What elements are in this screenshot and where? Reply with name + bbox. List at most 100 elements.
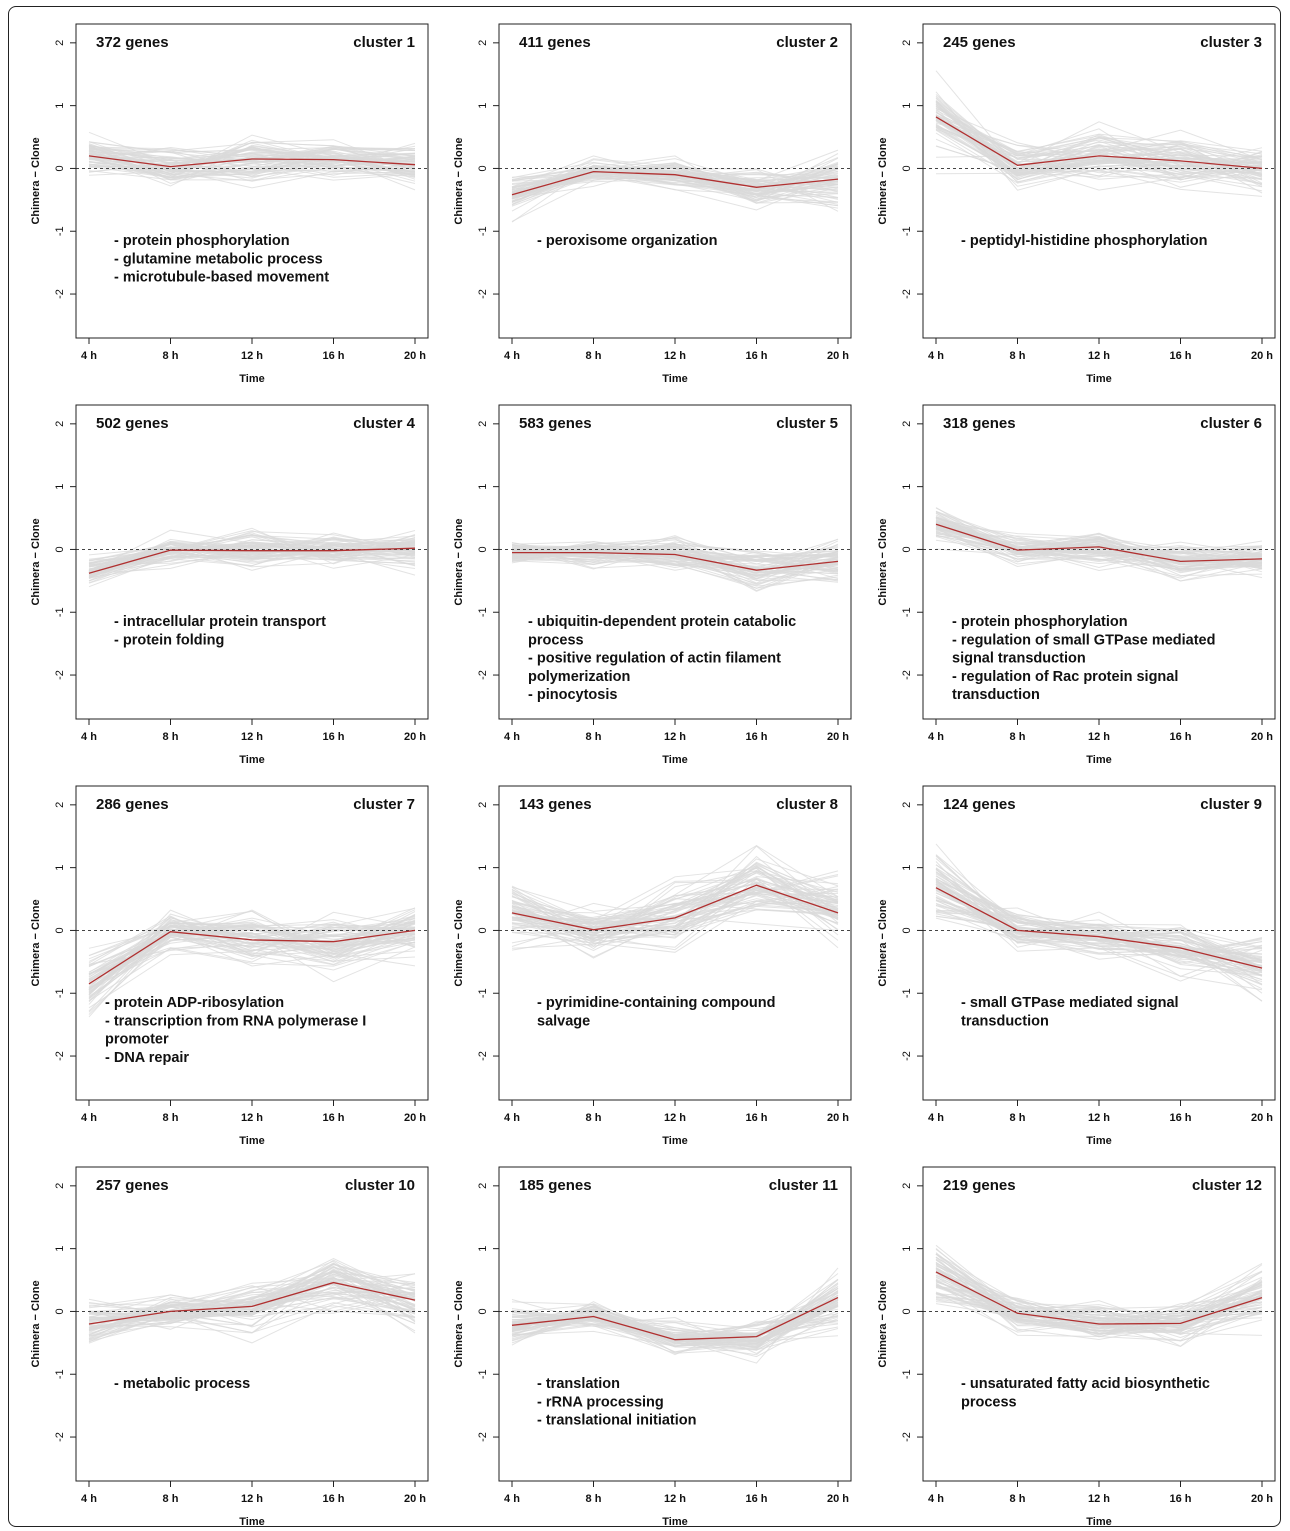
go-term-annotation: - pinocytosis — [528, 687, 617, 703]
panel-cluster-12: -2 -1 0 1 2 Chimera − Clone 4 h 8 h 12 h 16 h 20 h… — [877, 1166, 1276, 1528]
x-tick-label: 16 h — [1169, 350, 1191, 362]
x-tick-label: 12 h — [664, 731, 686, 743]
gene-profile-line — [935, 1283, 1263, 1335]
panel-cluster-7: -2 -1 0 1 2 Chimera − Clone 4 h 8 h 12 h 16 h 20 h… — [30, 785, 429, 1147]
y-tick-label: 0 — [477, 546, 489, 552]
y-tick-label: 1 — [901, 865, 913, 871]
y-tick-label: 0 — [901, 1308, 913, 1314]
x-tick-label: 4 h — [504, 1493, 520, 1505]
cluster-label: cluster 7 — [353, 796, 415, 813]
gene-profile-line — [88, 150, 416, 170]
x-tick-label: 16 h — [745, 1112, 767, 1124]
gene-profile-line — [88, 1293, 416, 1340]
y-tick-label: 2 — [477, 1183, 489, 1189]
x-tick-label: 20 h — [1251, 731, 1273, 743]
go-term-annotation: - regulation of small GTPase mediated — [952, 632, 1215, 648]
panel-cluster-11: -2 -1 0 1 2 Chimera − Clone 4 h 8 h 12 h 16 h 20 h… — [453, 1166, 852, 1528]
gene-count-label: 583 genes — [519, 415, 592, 432]
x-axis-label: Time — [239, 373, 264, 385]
y-tick-label: -2 — [477, 1432, 489, 1442]
panel-cluster-6: -2 -1 0 1 2 Chimera − Clone 4 h 8 h 12 h 16 h 20 h… — [877, 404, 1276, 766]
y-tick-label: 0 — [477, 1308, 489, 1314]
gene-profile-line — [511, 876, 839, 929]
gene-profile-line — [935, 522, 1263, 570]
go-term-annotation: - glutamine metabolic process — [114, 251, 323, 267]
gene-profile-line — [935, 524, 1263, 582]
gene-profile-line — [935, 115, 1263, 163]
gene-count-label: 245 genes — [943, 34, 1016, 51]
y-tick-label: 0 — [901, 546, 913, 552]
x-axis-label: Time — [1086, 1135, 1111, 1147]
gene-profile-line — [88, 1295, 416, 1328]
gene-profile-line — [88, 909, 416, 995]
go-term-annotation: - transcription from RNA polymerase I — [105, 1013, 366, 1029]
x-tick-label: 20 h — [1251, 350, 1273, 362]
x-tick-label: 8 h — [1010, 1112, 1026, 1124]
y-tick-label: 2 — [54, 40, 66, 46]
go-term-annotation: - small GTPase mediated signal — [961, 995, 1179, 1011]
gene-profile-line — [935, 100, 1263, 181]
gene-profile-line — [88, 146, 416, 166]
gene-profile-line — [88, 915, 416, 971]
x-tick-label: 8 h — [1010, 731, 1026, 743]
x-tick-label: 20 h — [827, 731, 849, 743]
gene-profile-line — [88, 141, 416, 173]
gene-profile-line — [511, 870, 839, 950]
gene-profile-line — [88, 916, 416, 1013]
gene-profile-line — [511, 858, 839, 944]
go-term-annotation: - pyrimidine-containing compound — [537, 995, 775, 1011]
gene-profile-line — [88, 539, 416, 584]
y-tick-label: 2 — [901, 421, 913, 427]
go-term-annotation: process — [528, 632, 584, 648]
x-axis-label: Time — [239, 1516, 264, 1528]
x-tick-label: 20 h — [1251, 1112, 1273, 1124]
x-tick-label: 8 h — [163, 350, 179, 362]
x-tick-label: 16 h — [322, 1493, 344, 1505]
y-tick-label: -2 — [477, 1051, 489, 1061]
x-tick-label: 12 h — [664, 350, 686, 362]
gene-profile-line — [935, 146, 1263, 185]
cluster-mean-line — [512, 551, 839, 571]
y-tick-label: -2 — [54, 670, 66, 680]
gene-profile-line — [88, 1292, 416, 1331]
y-tick-label: -2 — [477, 289, 489, 299]
gene-profile-line — [935, 911, 1263, 971]
gene-profile-line — [88, 909, 416, 997]
gene-profiles — [511, 1267, 839, 1364]
gene-profile-line — [511, 545, 839, 582]
gene-profile-line — [935, 905, 1263, 960]
gene-count-label: 411 genes — [519, 34, 591, 51]
x-tick-label: 12 h — [1088, 350, 1110, 362]
y-tick-label: -2 — [901, 1051, 913, 1061]
y-axis-label: Chimera − Clone — [877, 518, 889, 605]
y-tick-label: -2 — [901, 289, 913, 299]
cluster-mean-line — [935, 523, 1263, 563]
y-tick-label: -1 — [901, 988, 913, 998]
x-tick-label: 8 h — [586, 1493, 602, 1505]
x-tick-label: 4 h — [504, 731, 520, 743]
x-tick-label: 12 h — [241, 1493, 263, 1505]
gene-profile-line — [88, 922, 416, 973]
y-tick-label: 0 — [901, 927, 913, 933]
y-tick-label: 0 — [901, 165, 913, 171]
y-tick-label: 1 — [477, 865, 489, 871]
gene-count-label: 219 genes — [943, 1177, 1016, 1194]
x-tick-label: 16 h — [745, 1493, 767, 1505]
x-tick-label: 12 h — [1088, 1493, 1110, 1505]
gene-profiles — [935, 507, 1263, 582]
x-tick-label: 4 h — [81, 731, 97, 743]
gene-profile-line — [935, 1248, 1263, 1319]
x-tick-label: 16 h — [322, 350, 344, 362]
go-term-annotation: process — [961, 1394, 1017, 1410]
y-tick-label: -1 — [477, 226, 489, 236]
y-tick-label: 1 — [901, 484, 913, 490]
gene-profile-line — [935, 1291, 1263, 1334]
y-tick-label: 1 — [54, 1246, 66, 1252]
gene-profile-line — [88, 910, 416, 991]
go-term-annotation: - translational initiation — [537, 1413, 697, 1429]
y-tick-label: 2 — [477, 802, 489, 808]
x-tick-label: 8 h — [163, 1493, 179, 1505]
y-tick-label: 2 — [54, 1183, 66, 1189]
x-axis-label: Time — [1086, 373, 1111, 385]
x-tick-label: 4 h — [928, 731, 944, 743]
